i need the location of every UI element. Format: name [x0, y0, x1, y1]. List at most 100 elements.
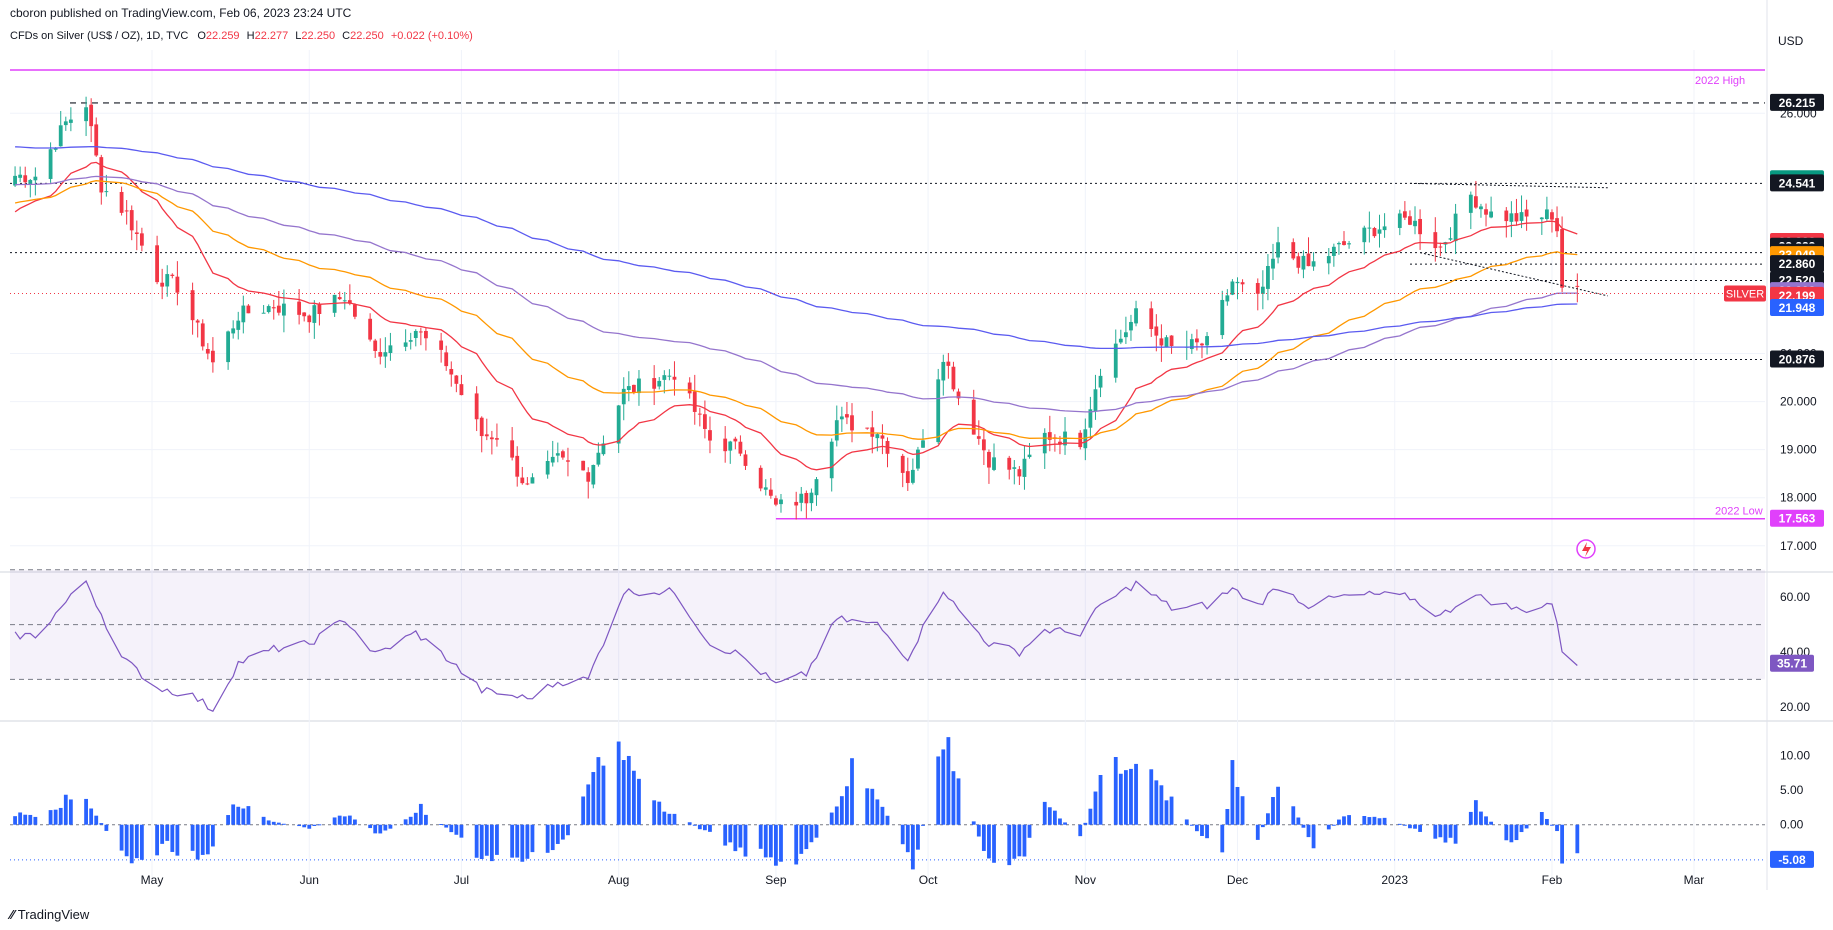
symbol-name[interactable]: CFDs on Silver (US$ / OZ), 1D, TVC	[10, 30, 189, 42]
y-tick-label: 17.000	[1780, 539, 1817, 553]
hist-bar	[1058, 818, 1062, 825]
candle	[200, 323, 205, 347]
candle	[1022, 458, 1027, 477]
hist-bar	[479, 824, 484, 860]
hist-bar	[687, 822, 692, 825]
candle	[479, 417, 484, 437]
hist-bar	[1331, 824, 1336, 826]
candle	[353, 304, 357, 317]
candle	[621, 388, 626, 405]
hist-bar	[1271, 797, 1275, 825]
candle	[13, 175, 17, 186]
hist-bar	[809, 824, 814, 843]
hist-bar	[1326, 824, 1331, 830]
candle	[368, 318, 373, 340]
candle	[155, 245, 159, 283]
hist-bar	[758, 824, 763, 849]
candle	[596, 452, 601, 465]
footer-brand[interactable]: ⁄⁄ TradingView	[10, 907, 89, 922]
candle	[449, 368, 454, 375]
hist-bar	[1306, 824, 1311, 838]
hist-bar	[708, 824, 712, 832]
candle	[779, 499, 783, 505]
candle	[763, 487, 768, 490]
candle	[383, 352, 388, 357]
hist-bar	[1022, 824, 1027, 857]
hist-bar	[1555, 824, 1559, 832]
candle	[413, 330, 418, 339]
rsi-value-tag-bg	[1770, 654, 1814, 672]
rsi-value-tag: 35.71	[1777, 657, 1807, 671]
candle	[581, 460, 586, 471]
hist-bar	[870, 788, 875, 825]
candle	[702, 414, 707, 429]
hist-bar	[530, 824, 535, 853]
candle	[1276, 242, 1280, 258]
hist-bar	[1342, 816, 1346, 825]
candle	[205, 349, 210, 354]
candle	[53, 147, 58, 150]
hist-bar	[119, 824, 124, 851]
hist-bar	[1524, 824, 1529, 829]
hist-bar	[779, 824, 783, 862]
candle	[910, 469, 915, 483]
hist-bar	[383, 824, 388, 831]
candle	[1468, 194, 1473, 213]
candle	[708, 430, 712, 441]
ema-50-line	[14, 180, 1578, 440]
hist-bar	[33, 816, 38, 825]
candle	[307, 315, 312, 323]
hist-bar	[281, 823, 286, 825]
candle	[297, 301, 302, 315]
x-tick-label: 2023	[1381, 873, 1408, 887]
hist-bar	[799, 824, 804, 854]
candle	[566, 460, 570, 462]
candle	[337, 297, 342, 300]
hist-bar	[768, 824, 773, 858]
candle	[814, 479, 819, 496]
candle	[33, 176, 38, 181]
candle	[1113, 343, 1118, 378]
hist-bar	[1255, 824, 1260, 840]
candle	[1438, 246, 1443, 248]
candle	[347, 300, 352, 304]
candle	[1169, 335, 1174, 347]
price-tag-bg	[1770, 350, 1824, 368]
candle	[195, 320, 200, 323]
hist-bar	[804, 824, 809, 850]
hist-bar	[1479, 811, 1483, 825]
price-tag-label: 26.215	[1779, 96, 1816, 110]
symbol-legend: CFDs on Silver (US$ / OZ), 1D, TVC O22.2…	[10, 30, 473, 42]
low-label: L	[295, 30, 302, 42]
candle	[271, 307, 276, 309]
trendline-upper	[1409, 182, 1608, 189]
hist-bar	[444, 824, 449, 828]
candle	[1539, 217, 1544, 220]
candle	[586, 472, 591, 482]
x-tick-label: Sep	[765, 873, 787, 887]
hist-bar	[591, 772, 596, 825]
hist-bar	[84, 798, 88, 825]
candle	[1078, 432, 1083, 448]
currency-label[interactable]: USD	[1778, 34, 1804, 48]
candle	[1397, 213, 1402, 228]
high-label: H	[246, 30, 255, 42]
hist-bar	[312, 824, 317, 826]
hist-bar	[424, 814, 428, 825]
x-tick-label: May	[141, 873, 164, 887]
candle	[1382, 226, 1387, 231]
candle	[976, 436, 981, 439]
candle	[687, 382, 692, 394]
hist-bar	[241, 808, 246, 825]
ema-100-line	[15, 175, 1578, 413]
y-tick-label: 18.000	[1780, 491, 1817, 505]
x-tick-label: Feb	[1542, 873, 1563, 887]
hist-bar	[667, 813, 672, 825]
hist-bar	[368, 824, 373, 829]
candle	[1118, 338, 1123, 343]
price-axis-tag: 24.541	[1770, 174, 1824, 192]
hist-bar	[875, 799, 880, 825]
candle	[829, 441, 834, 479]
hist-bar	[743, 824, 748, 857]
